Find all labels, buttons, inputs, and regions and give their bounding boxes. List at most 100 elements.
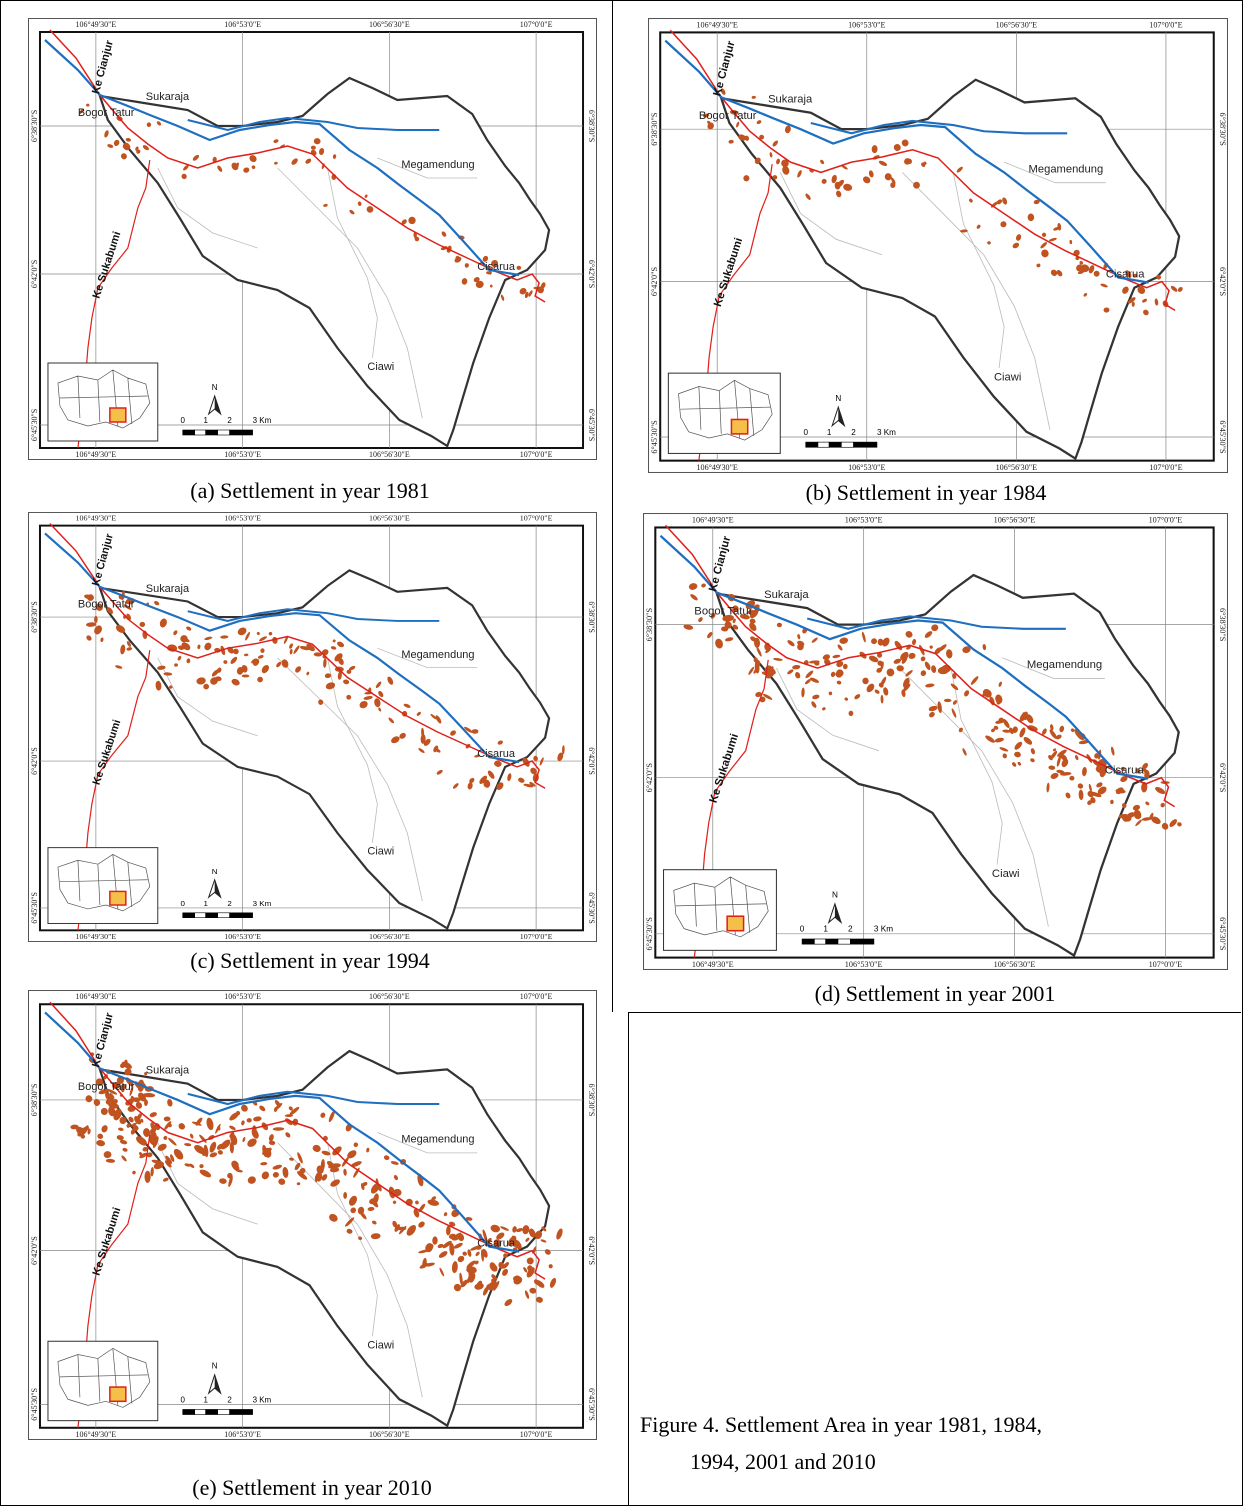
settlement (120, 153, 127, 160)
settlement (1137, 286, 1146, 294)
place-label: Cisarua (1106, 268, 1145, 280)
settlement (753, 667, 759, 674)
settlement (163, 1135, 168, 1140)
scale-bar (825, 938, 839, 945)
settlement (197, 644, 201, 650)
settlement (427, 1199, 440, 1206)
settlement (1017, 761, 1022, 766)
settlement (526, 1257, 534, 1265)
lon-label: 106°49'30"E (76, 992, 117, 1001)
lat-label: 6°42'0"S (587, 260, 596, 288)
settlement (94, 625, 102, 635)
settlement (313, 138, 321, 145)
settlement (229, 1141, 234, 1154)
river (44, 532, 520, 764)
settlement (167, 1098, 173, 1107)
settlement (346, 1228, 353, 1234)
lat-label: 6°42'0"S (1218, 267, 1227, 297)
settlement (792, 664, 801, 670)
lon-label: 106°56'30"E (369, 932, 410, 941)
settlement (1120, 766, 1125, 771)
lon-label: 106°53'0"E (224, 450, 261, 459)
settlement (848, 710, 854, 717)
north-label: N (212, 1362, 218, 1371)
inset-frame (663, 869, 777, 951)
settlement (321, 1174, 328, 1181)
settlement (482, 1248, 488, 1258)
settlement (113, 1108, 122, 1121)
settlement (113, 139, 120, 146)
settlement (451, 1261, 458, 1274)
settlement (315, 1171, 323, 1182)
inset-frame (47, 847, 159, 925)
settlement (369, 1198, 378, 1205)
settlement (149, 1112, 157, 1118)
settlement (924, 631, 933, 638)
settlement (830, 671, 836, 678)
settlement (260, 1162, 268, 1166)
settlement (149, 1138, 156, 1145)
settlement (1103, 307, 1110, 313)
settlement (475, 1251, 480, 1257)
settlement (902, 683, 911, 693)
settlement (132, 1170, 136, 1175)
settlement (1036, 263, 1041, 268)
settlement (1041, 232, 1047, 237)
settlement (797, 170, 802, 178)
settlement (274, 161, 278, 165)
settlement (219, 1178, 227, 1184)
settlement (1088, 265, 1095, 274)
settlement (1048, 237, 1057, 242)
stream (327, 657, 378, 843)
settlement (797, 634, 801, 640)
stream (776, 667, 880, 752)
settlement (962, 646, 971, 654)
settlement (491, 1264, 498, 1272)
scale-label: 0 (803, 428, 808, 437)
settlement (460, 1279, 469, 1288)
settlement (272, 1127, 285, 1131)
stream (902, 172, 1051, 430)
settlement (156, 121, 162, 126)
settlement (467, 1249, 472, 1257)
settlement (801, 687, 805, 698)
settlement (241, 1120, 245, 1126)
settlement (1046, 782, 1050, 793)
settlement (350, 1161, 362, 1168)
settlement (321, 1150, 331, 1156)
settlement (329, 1167, 340, 1173)
scale-bar (182, 912, 196, 918)
settlement (144, 1170, 151, 1183)
scale-bar (217, 429, 230, 436)
scale-label: 2 (227, 1395, 232, 1404)
settlement (893, 144, 901, 151)
inset-highlight (109, 1386, 127, 1403)
map: 106°49'30"E 106°49'30"E 106°53'0"E 106°53'0… (643, 513, 1228, 970)
settlement (350, 1207, 357, 1214)
lon-label: 106°56'30"E (994, 515, 1036, 524)
settlement (549, 1277, 557, 1288)
scale-bar (814, 938, 826, 945)
cell-divider (628, 1012, 1241, 1013)
settlement (756, 120, 762, 125)
stream (952, 172, 1005, 369)
settlement (128, 1116, 134, 1123)
stream (1002, 657, 1105, 679)
place-label: Cisarua (477, 1237, 516, 1249)
place-label: Ciawi (994, 371, 1021, 383)
settlement (533, 755, 538, 762)
settlement (109, 1092, 115, 1099)
settlement (1141, 817, 1152, 821)
settlement (252, 658, 260, 666)
settlement (186, 658, 191, 664)
settlement (738, 134, 747, 141)
settlement (169, 685, 173, 689)
settlement (181, 642, 191, 651)
settlement (388, 717, 395, 724)
settlement (312, 1144, 321, 1152)
settlement (173, 1148, 184, 1160)
settlement (489, 284, 493, 288)
settlement (453, 1242, 463, 1249)
lon-label: 106°49'30"E (76, 20, 117, 29)
settlement (136, 149, 141, 154)
